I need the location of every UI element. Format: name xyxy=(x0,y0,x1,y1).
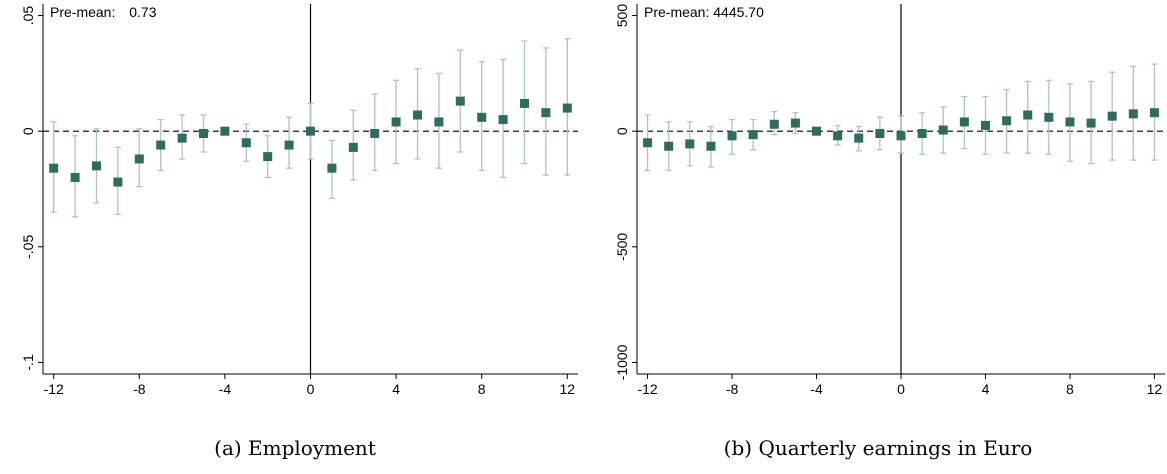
y-tick-label: -1000 xyxy=(614,344,630,380)
point-estimate xyxy=(220,126,230,136)
point-estimate xyxy=(959,117,969,127)
point-estimate xyxy=(498,115,508,125)
point-estimate xyxy=(263,152,273,162)
x-tick-label: -4 xyxy=(219,381,232,397)
point-estimate xyxy=(391,117,401,127)
point-estimate xyxy=(1002,116,1012,126)
point-estimate xyxy=(1044,112,1054,122)
premean-label: Pre-mean: 0.73 xyxy=(50,4,157,20)
x-tick-label: -8 xyxy=(726,381,739,397)
point-estimate xyxy=(284,140,294,150)
premean-value: 4445.70 xyxy=(713,4,764,20)
point-estimate xyxy=(306,126,315,136)
premean-label: Pre-mean: 4445.70 xyxy=(644,4,764,20)
x-tick-label: -8 xyxy=(133,381,146,397)
point-estimate xyxy=(727,131,737,141)
point-estimate xyxy=(896,131,906,141)
point-estimate xyxy=(241,138,251,148)
x-tick-label: -12 xyxy=(44,381,64,397)
x-tick-label: 8 xyxy=(1066,381,1074,397)
point-estimate xyxy=(49,163,59,173)
point-estimate xyxy=(348,142,358,152)
x-tick-label: 12 xyxy=(1147,381,1163,397)
point-estimate xyxy=(875,129,885,138)
point-estimate xyxy=(1023,110,1033,120)
x-tick-label: 4 xyxy=(982,381,990,397)
point-estimate xyxy=(854,133,864,143)
point-estimate xyxy=(938,125,948,135)
y-tick-label: .05 xyxy=(20,6,36,26)
point-estimate xyxy=(1128,109,1138,119)
earnings-chart: 500 0 -500 -1000 -12 -8 -4 0 4 8 12 Pre-mean: 4445.… xyxy=(614,4,1165,397)
point-estimate xyxy=(134,154,144,164)
point-estimate xyxy=(1065,117,1075,127)
x-tick-label: 8 xyxy=(478,381,486,397)
point-estimate xyxy=(790,118,800,128)
point-estimate xyxy=(1149,108,1159,118)
point-estimate xyxy=(643,138,653,148)
point-estimate xyxy=(177,133,187,143)
point-estimate xyxy=(1086,118,1096,128)
point-estimate xyxy=(477,112,487,122)
y-tick-label: 0 xyxy=(20,127,36,135)
x-tick-label: -4 xyxy=(810,381,823,397)
point-estimate xyxy=(748,130,758,140)
premean-value: 0.73 xyxy=(129,4,156,20)
point-estimate xyxy=(980,120,990,130)
point-estimate xyxy=(917,129,927,138)
point-estimate xyxy=(664,141,674,151)
point-estimate xyxy=(769,119,779,129)
x-tick-label: 0 xyxy=(897,381,905,397)
point-estimate xyxy=(541,108,551,118)
point-estimate xyxy=(156,140,166,150)
point-estimate xyxy=(413,110,422,120)
point-estimate xyxy=(455,96,465,106)
point-estimate xyxy=(327,163,337,173)
y-tick-label: 0 xyxy=(614,127,630,135)
x-tick-label: 0 xyxy=(307,381,315,397)
point-estimate xyxy=(92,161,101,171)
point-estimate xyxy=(685,139,695,149)
point-estimate xyxy=(70,172,80,182)
y-tick-label: 500 xyxy=(614,4,630,28)
x-tick-label: 4 xyxy=(392,381,400,397)
point-estimate xyxy=(370,129,380,138)
point-estimate xyxy=(833,131,843,141)
y-tick-label: -.1 xyxy=(20,354,36,371)
point-estimate xyxy=(113,177,123,187)
caption-employment: (a) Employment xyxy=(214,436,376,460)
point-estimate xyxy=(434,117,444,127)
point-estimate xyxy=(520,98,529,108)
employment-chart: .05 0 -.05 -.1 -12 -8 -4 0 4 8 12 Pre-mean: 0.73 xyxy=(20,4,578,397)
point-estimate xyxy=(706,141,716,151)
x-tick-label: -12 xyxy=(637,381,657,397)
point-estimate xyxy=(1107,111,1117,121)
caption-earnings: (b) Quarterly earnings in Euro xyxy=(723,436,1033,460)
y-tick-label: -.05 xyxy=(20,235,36,259)
point-estimate xyxy=(199,129,208,138)
x-tick-label: 12 xyxy=(560,381,576,397)
point-estimate xyxy=(812,126,822,136)
point-estimate xyxy=(562,103,572,113)
y-tick-label: -500 xyxy=(614,233,630,261)
